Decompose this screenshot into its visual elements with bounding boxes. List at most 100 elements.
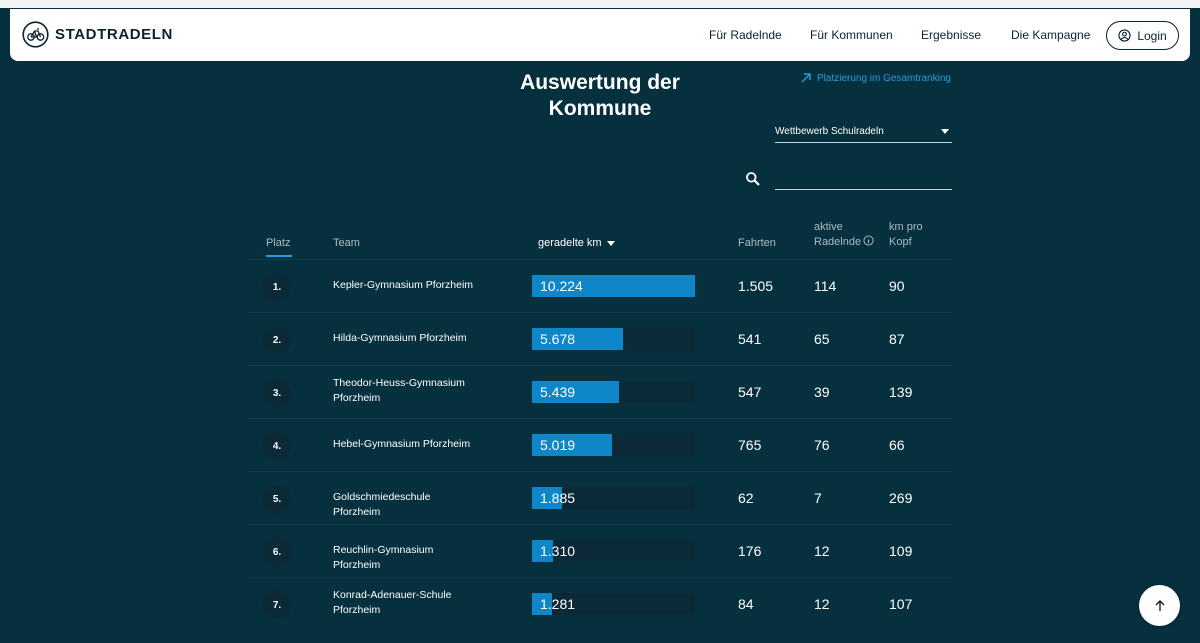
search-icon <box>746 172 760 186</box>
km-bar-fill <box>532 434 612 456</box>
page-title: Auswertung der Kommune <box>500 70 700 122</box>
km-bar: 1.281 <box>532 593 695 615</box>
team-name: Theodor-Heuss-Gymnasium Pforzheim <box>333 377 465 404</box>
table-row[interactable]: 5. Goldschmiedeschule Pforzheim 1.885 62 7 26… <box>248 472 952 525</box>
km-bar: 10.224 <box>532 275 695 297</box>
row-divider <box>248 418 952 419</box>
km-pro-kopf-value: 66 <box>889 437 905 453</box>
competition-select[interactable]: Wettbewerb Schulradeln <box>775 122 952 143</box>
aktive-radelnde-value: 39 <box>814 384 830 400</box>
rank-badge: 7. <box>263 591 291 619</box>
chevron-down-icon <box>941 129 949 134</box>
km-value: 5.439 <box>540 384 576 400</box>
row-divider <box>248 365 952 366</box>
km-value: 1.310 <box>540 543 576 559</box>
column-header-km[interactable]: geradelte km <box>538 236 615 251</box>
row-divider <box>248 471 952 472</box>
login-label: Login <box>1137 28 1167 43</box>
fahrten-value: 62 <box>738 490 754 506</box>
km-pro-kopf-value: 90 <box>889 278 905 294</box>
column-header-team[interactable]: Team <box>333 237 360 249</box>
user-circle-icon <box>1118 29 1131 42</box>
km-bar: 1.885 <box>532 487 695 509</box>
column-header-aktive[interactable]: aktive Radelnde <box>814 220 874 250</box>
nav-ergebnisse[interactable]: Ergebnisse <box>921 28 982 42</box>
fahrten-value: 176 <box>738 543 762 559</box>
km-bar: 5.019 <box>532 434 695 456</box>
nav-die-kampagne[interactable]: Die Kampagne <box>1011 28 1091 42</box>
competition-select-value: Wettbewerb Schulradeln <box>775 126 884 137</box>
scroll-to-top-button[interactable] <box>1139 585 1180 626</box>
aktive-radelnde-value: 7 <box>814 490 822 506</box>
team-name: Konrad-Adenauer-Schule Pforzheim <box>333 589 452 616</box>
team-name: Reuchlin-Gymnasium Pforzheim <box>333 544 434 571</box>
page-title-line1: Auswertung der <box>520 71 680 94</box>
km-pro-kopf-value: 107 <box>889 596 913 612</box>
overall-ranking-link-label: Platzierung im Gesamtranking <box>817 72 951 84</box>
km-value: 1.885 <box>540 490 576 506</box>
column-header-km-pro-kopf[interactable]: km pro Kopf <box>889 220 923 250</box>
aktive-radelnde-value: 12 <box>814 596 830 612</box>
logo-text: STADTRADELN <box>55 26 173 43</box>
km-bar-fill <box>532 593 552 615</box>
bicycle-logo-icon <box>22 21 49 48</box>
table-row[interactable]: 1. Kepler-Gymnasium Pforzheim 10.224 1.505 1… <box>248 260 952 313</box>
km-bar-fill <box>532 540 553 562</box>
row-divider <box>248 312 952 313</box>
nav-fuer-radelnde[interactable]: Für Radelnde <box>709 28 782 42</box>
overall-ranking-link[interactable]: Platzierung im Gesamtranking <box>800 72 951 84</box>
fahrten-value: 1.505 <box>738 278 774 294</box>
search-input[interactable] <box>775 166 952 190</box>
aktive-radelnde-value: 65 <box>814 331 830 347</box>
km-pro-kopf-value: 269 <box>889 490 913 506</box>
column-header-aktive-line1: aktive <box>814 221 843 233</box>
km-bar: 1.310 <box>532 540 695 562</box>
km-value: 5.678 <box>540 331 576 347</box>
rank-badge: 3. <box>263 379 291 407</box>
km-bar: 5.678 <box>532 328 695 350</box>
km-pro-kopf-value: 87 <box>889 331 905 347</box>
site-logo[interactable]: STADTRADELN <box>22 21 173 48</box>
fahrten-value: 765 <box>738 437 762 453</box>
aktive-radelnde-value: 12 <box>814 543 830 559</box>
column-header-platz[interactable]: Platz <box>266 237 291 249</box>
column-header-kmpro-line1: km pro <box>889 221 923 233</box>
arrow-up-right-icon <box>801 73 811 83</box>
km-value: 5.019 <box>540 437 576 453</box>
km-bar-fill <box>532 381 619 403</box>
rank-badge: 6. <box>263 538 291 566</box>
km-bar-fill <box>532 487 562 509</box>
km-bar-fill <box>532 275 695 297</box>
rank-badge: 4. <box>263 432 291 460</box>
table-row[interactable]: 3. Theodor-Heuss-Gymnasium Pforzheim 5.439… <box>248 366 952 419</box>
rank-badge: 2. <box>263 326 291 354</box>
table-row[interactable]: 4. Hebel-Gymnasium Pforzheim 5.019 765 76 66 <box>248 419 952 472</box>
nav-fuer-kommunen[interactable]: Für Kommunen <box>810 28 893 42</box>
aktive-radelnde-value: 76 <box>814 437 830 453</box>
km-value: 1.281 <box>540 596 576 612</box>
column-header-kmpro-line2: Kopf <box>889 236 912 248</box>
table-row[interactable]: 7. Konrad-Adenauer-Schule Pforzheim 1.281 8… <box>248 578 952 631</box>
column-header-aktive-line2: Radelnde <box>814 236 862 248</box>
fahrten-value: 84 <box>738 596 754 612</box>
fahrten-value: 541 <box>738 331 762 347</box>
info-icon[interactable] <box>863 235 874 246</box>
site-header: STADTRADELN Für Radelnde Für Kommunen Er… <box>10 9 1190 61</box>
column-header-km-label: geradelte km <box>538 237 602 249</box>
km-bar-fill <box>532 328 623 350</box>
aktive-radelnde-value: 114 <box>814 278 837 294</box>
login-button[interactable]: Login <box>1106 21 1179 50</box>
arrow-up-icon <box>1155 599 1164 611</box>
column-header-fahrten[interactable]: Fahrten <box>738 237 776 249</box>
km-pro-kopf-value: 139 <box>889 384 913 400</box>
sort-desc-icon <box>606 240 615 246</box>
row-divider <box>248 577 952 578</box>
rank-badge: 1. <box>263 273 291 301</box>
km-value: 10.224 <box>540 278 583 294</box>
table-row[interactable]: 6. Reuchlin-Gymnasium Pforzheim 1.310 176 12… <box>248 525 952 578</box>
team-name: Hebel-Gymnasium Pforzheim <box>333 438 471 450</box>
fahrten-value: 547 <box>738 384 762 400</box>
table-row[interactable]: 2. Hilda-Gymnasium Pforzheim 5.678 541 65 87 <box>248 313 952 366</box>
km-pro-kopf-value: 109 <box>889 543 913 559</box>
team-name: Goldschmiedeschule Pforzheim <box>333 491 431 518</box>
